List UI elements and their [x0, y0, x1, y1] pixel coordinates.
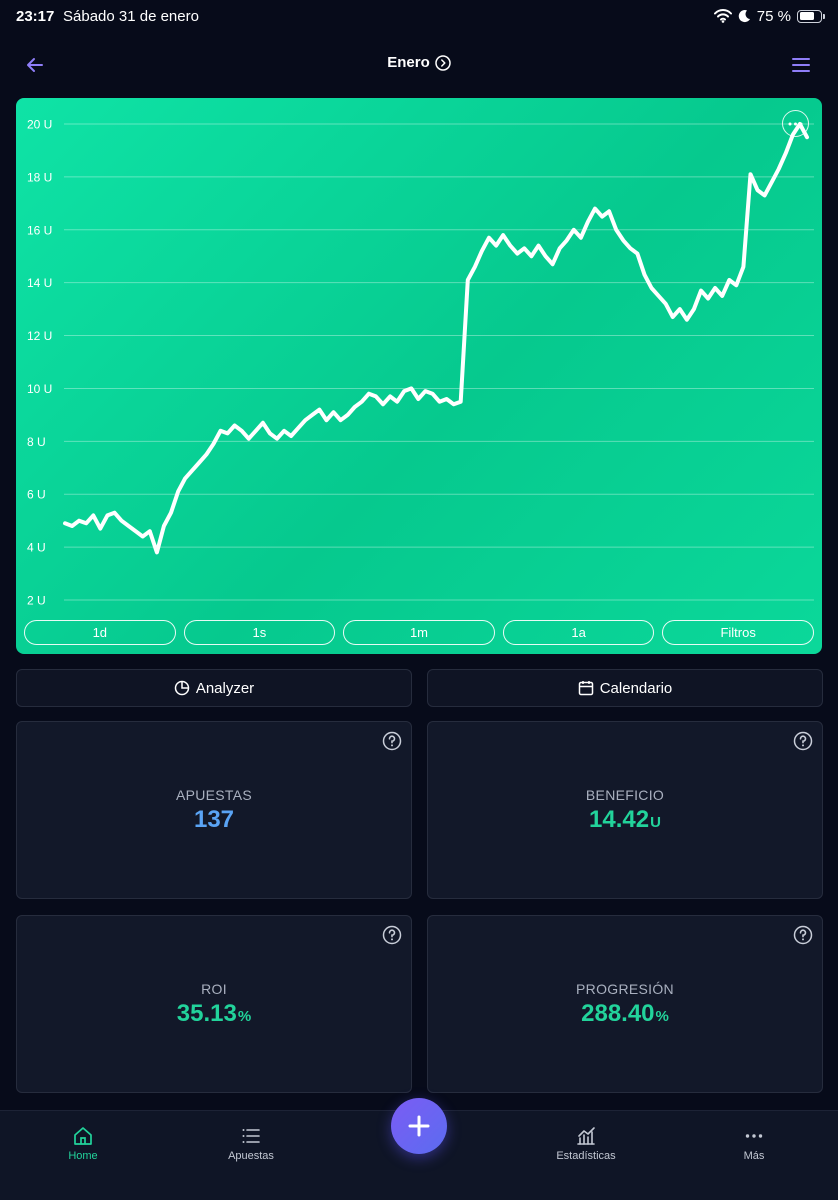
plus-icon — [408, 1115, 430, 1137]
y-tick-label: 2 U — [27, 594, 46, 608]
y-tick-label: 4 U — [27, 541, 46, 555]
stat-card-apuestas: APUESTAS 137 — [16, 721, 412, 899]
range-1d-button[interactable]: 1d — [24, 620, 176, 645]
y-tick-label: 10 U — [27, 382, 52, 396]
progresion-unit: % — [655, 1008, 669, 1025]
ellipsis-icon — [788, 122, 803, 125]
status-date: Sábado 31 de enero — [63, 8, 199, 25]
stat-label: PROGRESIÓN — [576, 981, 674, 997]
analyzer-button[interactable]: Analyzer — [16, 669, 412, 707]
help-icon[interactable] — [793, 731, 813, 751]
range-1s-button[interactable]: 1s — [183, 620, 336, 645]
stat-label: ROI — [201, 981, 227, 997]
header: Enero — [0, 44, 838, 84]
chart-canvas: 2 U 4 U 6 U 8 U 10 U 12 U 14 U 16 U 18 U 20 U — [27, 118, 814, 608]
roi-unit: % — [237, 1008, 252, 1025]
stat-label: APUESTAS — [175, 787, 253, 803]
status-bar: 23:17 Sábado 31 de enero 75 % — [0, 0, 838, 34]
stats-chart-icon — [577, 1127, 595, 1145]
stat-value: 14.42U — [428, 806, 822, 834]
y-tick-label: 20 U — [27, 118, 52, 132]
nav-apuestas[interactable]: Apuestas — [191, 1125, 311, 1162]
y-tick-label: 12 U — [27, 329, 52, 343]
nav-home[interactable]: Home — [23, 1125, 143, 1162]
stat-value: 137 — [17, 806, 411, 834]
stat-card-roi: ROI 35.13% — [16, 915, 412, 1093]
list-menu-icon — [792, 58, 810, 72]
nav-apuestas-label: Apuestas — [228, 1150, 274, 1162]
calendar-label: Calendario — [599, 679, 673, 697]
stat-card-progresion: PROGRESIÓN 288.40% — [427, 915, 823, 1093]
wifi-icon — [713, 9, 732, 23]
beneficio-unit: U — [650, 814, 661, 831]
battery-icon — [797, 9, 825, 23]
list-icon — [242, 1129, 260, 1143]
analyzer-label: Analyzer — [195, 679, 255, 697]
nav-home-label: Home — [68, 1150, 98, 1162]
back-button[interactable] — [22, 52, 48, 78]
stat-label: BENEFICIO — [585, 787, 665, 803]
help-icon[interactable] — [793, 925, 813, 945]
stat-card-beneficio: BENEFICIO 14.42U — [427, 721, 823, 899]
y-tick-label: 16 U — [27, 223, 52, 237]
add-bet-button[interactable] — [391, 1098, 447, 1154]
series-line — [63, 122, 809, 555]
help-icon[interactable] — [382, 925, 402, 945]
range-1a-button[interactable]: 1a — [502, 620, 655, 645]
page-title: Enero — [387, 54, 430, 71]
y-tick-label: 18 U — [27, 170, 52, 184]
stat-value: 288.40% — [428, 1000, 822, 1028]
stat-value: 35.13% — [17, 1000, 411, 1028]
roi-value: 35.13 — [176, 1000, 237, 1027]
home-icon — [74, 1127, 92, 1145]
pie-chart-icon — [174, 680, 190, 696]
y-tick-label: 8 U — [27, 435, 46, 449]
more-dots-icon — [745, 1134, 763, 1138]
range-selector: 1d 1s 1m 1a Filtros — [24, 620, 814, 645]
y-tick-label: 14 U — [27, 276, 52, 290]
month-selector[interactable]: Enero — [0, 54, 838, 71]
apuestas-value: 137 — [193, 806, 235, 833]
filters-button[interactable]: Filtros — [662, 620, 814, 645]
beneficio-value: 14.42 — [589, 806, 650, 833]
chart-more-button[interactable] — [782, 110, 809, 137]
nav-estadisticas-label: Estadísticas — [556, 1150, 616, 1162]
battery-percent: 75 % — [756, 7, 791, 25]
progress-chart: 2 U 4 U 6 U 8 U 10 U 12 U 14 U 16 U 18 U 20 U 1d … — [16, 98, 822, 654]
status-indicators: 75 % — [713, 7, 825, 25]
range-1m-button[interactable]: 1m — [343, 620, 495, 645]
help-icon[interactable] — [382, 731, 402, 751]
status-time: 23:17 — [16, 8, 55, 25]
y-tick-label: 6 U — [27, 488, 46, 502]
menu-button[interactable] — [788, 52, 814, 78]
chevron-right-circle-icon — [435, 54, 451, 71]
progresion-value: 288.40 — [581, 1000, 655, 1027]
nav-estadisticas[interactable]: Estadísticas — [526, 1125, 646, 1162]
nav-mas[interactable]: Más — [694, 1125, 814, 1162]
nav-mas-label: Más — [743, 1150, 765, 1162]
arrow-left-icon — [27, 58, 43, 72]
calendar-icon — [578, 681, 593, 696]
calendar-button[interactable]: Calendario — [427, 669, 823, 707]
moon-icon — [738, 10, 750, 23]
